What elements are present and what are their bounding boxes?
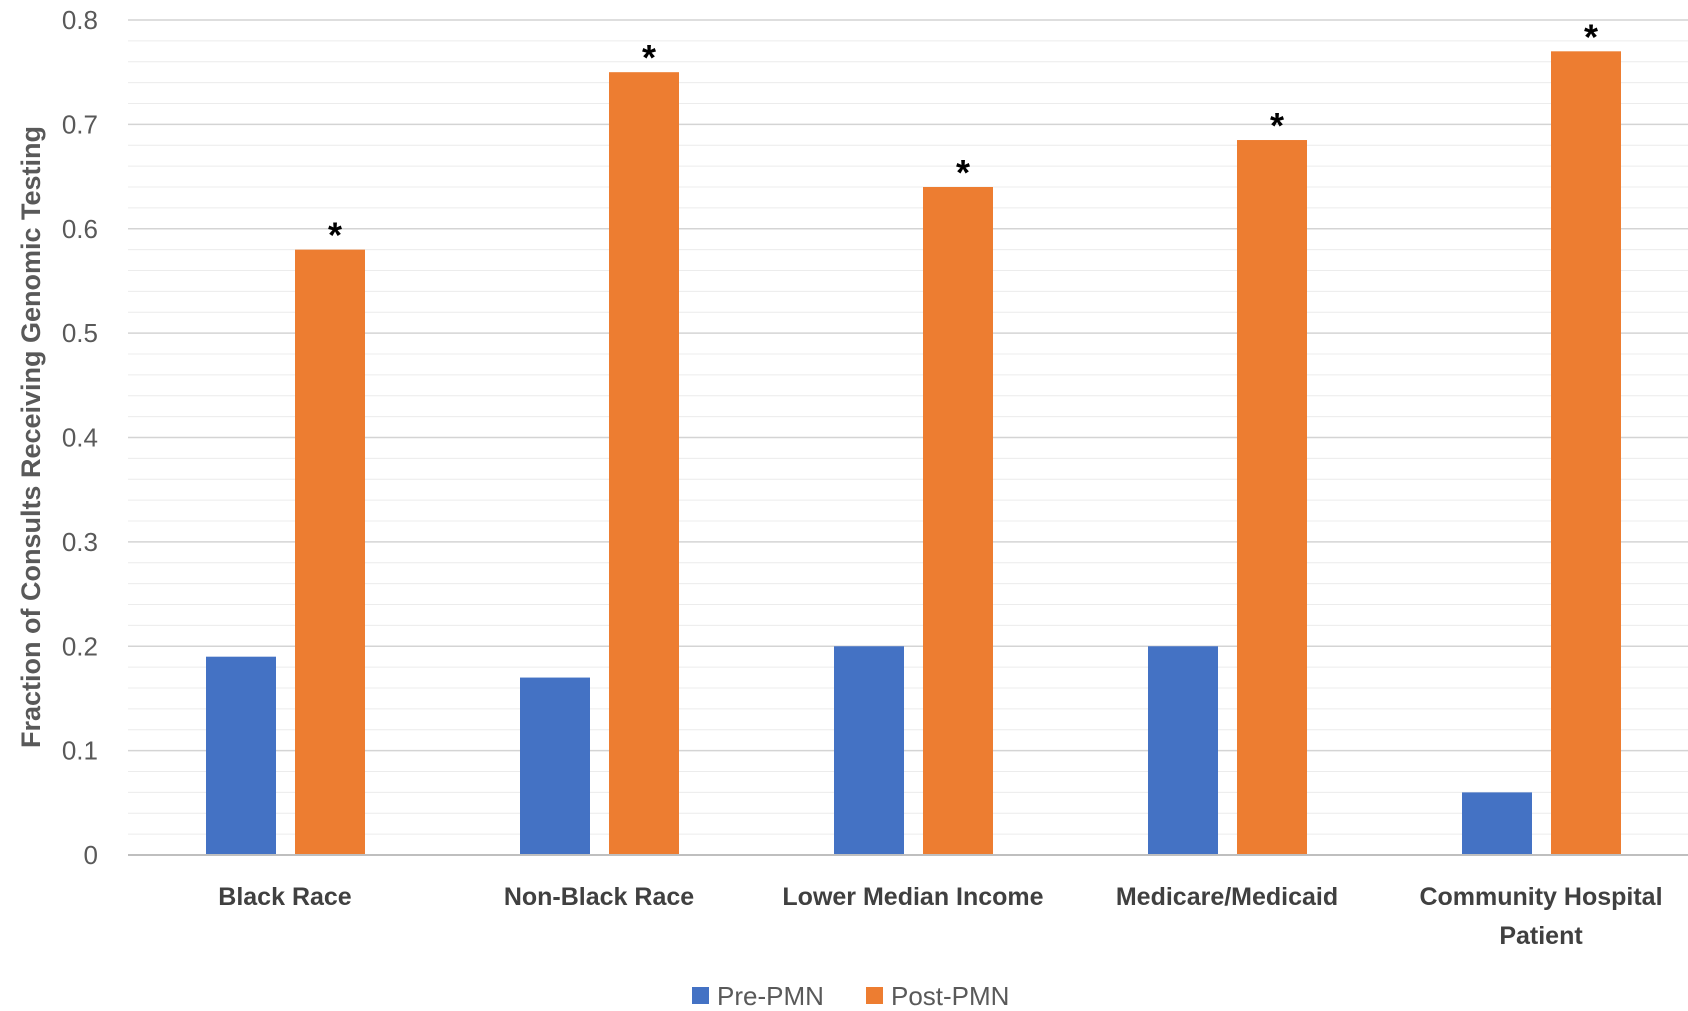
y-tick-label: 0 bbox=[84, 840, 98, 870]
x-axis-categories: Black Race Non-Black Race Lower Median Inc… bbox=[218, 883, 1662, 950]
significance-asterisk: * bbox=[1584, 16, 1598, 57]
x-category-label: Black Race bbox=[218, 883, 352, 911]
legend: Pre-PMN Post-PMN bbox=[692, 981, 1009, 1011]
bar-post-pmn-0 bbox=[295, 249, 365, 855]
y-tick-label: 0.3 bbox=[62, 527, 98, 557]
legend-label: Post-PMN bbox=[891, 981, 1009, 1011]
x-category-label: Medicare/Medicaid bbox=[1116, 883, 1338, 911]
x-category-label: Patient bbox=[1499, 922, 1583, 950]
bar-post-pmn-4 bbox=[1551, 51, 1621, 855]
y-tick-label: 0.5 bbox=[62, 318, 98, 348]
significance-asterisk: * bbox=[642, 37, 656, 78]
y-tick-label: 0.6 bbox=[62, 214, 98, 244]
significance-asterisk: * bbox=[1270, 105, 1284, 146]
y-tick-label: 0.4 bbox=[62, 423, 98, 453]
significance-asterisk: * bbox=[956, 152, 970, 193]
bar-pre-pmn-4 bbox=[1462, 792, 1532, 855]
bar-post-pmn-1 bbox=[609, 72, 679, 855]
bar-pre-pmn-1 bbox=[520, 677, 590, 855]
bar-pre-pmn-0 bbox=[206, 656, 276, 855]
legend-swatch-pre-pmn bbox=[692, 987, 709, 1004]
y-tick-label: 0.7 bbox=[62, 109, 98, 139]
bars bbox=[206, 51, 1621, 855]
y-tick-label: 0.8 bbox=[62, 5, 98, 35]
bar-post-pmn-3 bbox=[1237, 140, 1307, 855]
y-tick-label: 0.1 bbox=[62, 736, 98, 766]
x-category-label: Community Hospital bbox=[1419, 883, 1662, 911]
legend-swatch-post-pmn bbox=[866, 987, 883, 1004]
major-gridlines bbox=[128, 19, 1688, 752]
y-tick-label: 0.2 bbox=[62, 631, 98, 661]
y-axis-ticks: 0 0.1 0.2 0.3 0.4 0.5 0.6 0.7 0.8 bbox=[62, 5, 98, 870]
x-category-label: Non-Black Race bbox=[504, 883, 694, 911]
significance-asterisk: * bbox=[328, 215, 342, 256]
minor-gridlines bbox=[128, 40, 1688, 835]
bar-post-pmn-2 bbox=[923, 187, 993, 855]
significance-markers: * * * * * bbox=[328, 16, 1598, 255]
bar-pre-pmn-2 bbox=[834, 646, 904, 855]
bar-pre-pmn-3 bbox=[1148, 646, 1218, 855]
x-category-label: Lower Median Income bbox=[782, 883, 1043, 911]
y-axis-label: Fraction of Consults Receiving Genomic T… bbox=[16, 126, 46, 748]
legend-label: Pre-PMN bbox=[717, 981, 824, 1011]
